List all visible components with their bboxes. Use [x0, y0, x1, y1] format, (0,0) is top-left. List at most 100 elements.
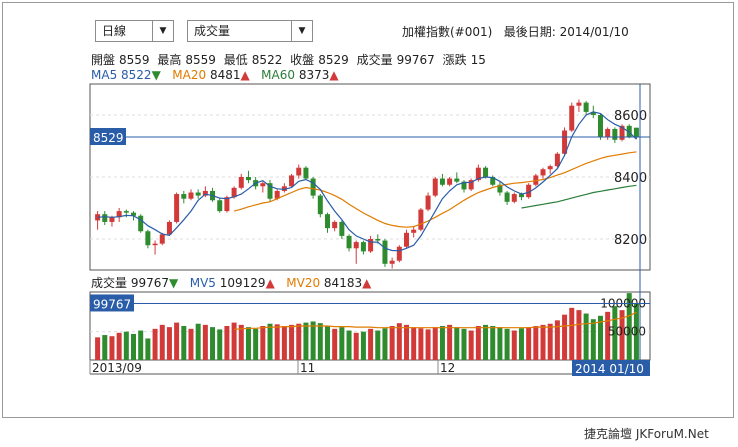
- mv20-line: [234, 311, 637, 330]
- last-date-badge-label: 2014 01/10: [575, 362, 644, 376]
- volume-bar: [116, 332, 122, 360]
- volume-bar: [260, 326, 266, 360]
- close-value: 8529: [318, 53, 349, 67]
- candle-body: [569, 105, 575, 131]
- volume-bar: [483, 324, 489, 360]
- candle-body: [375, 239, 381, 241]
- candle-body: [360, 242, 366, 252]
- candle-body: [526, 184, 532, 198]
- candle-body: [116, 211, 122, 218]
- ma-legend: MA5 8522▼ MA20 8481▲ MA60 8373▲: [91, 68, 339, 82]
- candle-body: [281, 186, 287, 191]
- ma5-value: 8522: [121, 68, 152, 82]
- candle-body: [346, 235, 352, 249]
- volume-bar: [576, 310, 582, 360]
- candle-body: [181, 194, 187, 199]
- volume-bar: [597, 315, 603, 360]
- last-date: 2014/01/10: [559, 25, 629, 39]
- ma60-label: MA60: [261, 68, 296, 82]
- x-tick-label: 2013/09: [92, 361, 142, 375]
- volume-bar: [562, 314, 568, 360]
- volume-bar: [339, 327, 345, 360]
- volume-bar: [547, 323, 553, 360]
- ma60-value: 8373: [298, 68, 330, 82]
- volume-bar: [518, 328, 524, 360]
- change-label: 漲跌: [442, 53, 467, 67]
- up-arrow-icon: ▲: [329, 68, 339, 82]
- candle-body: [109, 217, 115, 222]
- candle-body: [475, 167, 481, 181]
- candle-body: [576, 102, 582, 106]
- vol-label: 成交量: [91, 276, 128, 290]
- candle-body: [590, 111, 596, 115]
- volume-bar: [497, 327, 503, 360]
- candle-body: [339, 221, 345, 236]
- volume-bar: [138, 330, 144, 360]
- volume-bar: [145, 338, 151, 360]
- volume-bar: [289, 324, 295, 360]
- candle-body: [131, 212, 137, 216]
- candle-body: [274, 190, 280, 199]
- volume-bar: [166, 327, 172, 360]
- candle-body: [540, 169, 546, 176]
- candle-body: [353, 242, 359, 249]
- period-select-value: 日線: [102, 24, 127, 38]
- price-tick-label: 8200: [614, 233, 647, 248]
- candle-body: [497, 184, 503, 193]
- volume-bar: [360, 331, 366, 360]
- volume-bar: [95, 337, 101, 360]
- ma20-value: 8481: [209, 68, 241, 82]
- volume-bar: [368, 328, 374, 360]
- up-arrow-icon: ▲: [240, 68, 250, 82]
- last-date-label: 最後日期:: [503, 25, 556, 39]
- volume-bar: [375, 330, 381, 360]
- candle-body: [583, 102, 589, 112]
- candle-body: [439, 178, 445, 185]
- volume-bar: [447, 324, 453, 360]
- volume-bar: [102, 335, 108, 360]
- last-date-badge: [572, 360, 650, 376]
- volume-bar: [583, 313, 589, 360]
- down-arrow-icon: ▼: [151, 68, 161, 82]
- price-tick-label: 8400: [614, 171, 647, 186]
- period-select[interactable]: 日線 ▼: [95, 20, 174, 42]
- change-value: 15: [470, 53, 486, 67]
- candle-body: [511, 194, 517, 202]
- volume-bar: [131, 333, 137, 360]
- volume-bar: [382, 328, 388, 360]
- volume-bar: [612, 306, 618, 360]
- candle-body: [619, 125, 625, 140]
- ohlc-summary: 開盤 8559 最高 8559 最低 8522 收盤 8529 成交量 99767 漲跌 1…: [91, 51, 490, 68]
- down-arrow-icon: ▼: [169, 276, 179, 290]
- candle-body: [174, 194, 180, 222]
- x-tick-label: 11: [300, 361, 315, 375]
- volume-bar: [310, 321, 316, 360]
- current-volume-badge: [90, 294, 134, 312]
- volume-bar: [188, 328, 194, 360]
- candle-body: [267, 183, 273, 199]
- candle-body: [468, 180, 474, 190]
- indicator-select[interactable]: 成交量 ▼: [187, 20, 313, 42]
- candle-body: [389, 260, 395, 264]
- candle-body: [145, 231, 151, 246]
- candle-body: [195, 192, 201, 196]
- volume-value: 99767: [396, 53, 435, 67]
- candle-body: [425, 195, 431, 210]
- candle-body: [95, 214, 101, 221]
- volume-bar: [432, 327, 438, 360]
- volume-bar: [238, 324, 244, 360]
- volume-bar: [303, 322, 309, 360]
- volume-bar: [123, 331, 129, 360]
- watermark: 捷克論壇 JKForuM.Net: [584, 427, 709, 441]
- volume-bar: [533, 326, 539, 360]
- candle-body: [432, 178, 438, 196]
- candle-body: [554, 153, 560, 167]
- volume-bar: [540, 324, 546, 360]
- candle-body: [317, 195, 323, 215]
- volume-bar: [439, 326, 445, 360]
- candle-body: [612, 128, 618, 140]
- candle-body: [382, 240, 388, 264]
- volume-bar: [633, 303, 639, 360]
- vol-value: 99767: [130, 276, 170, 290]
